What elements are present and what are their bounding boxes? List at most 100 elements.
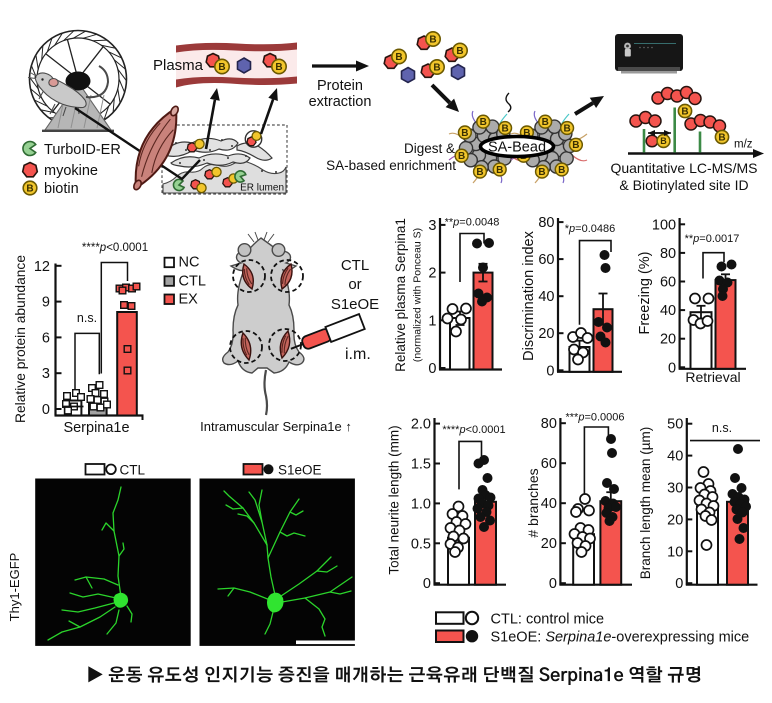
svg-text:or: or bbox=[348, 276, 361, 293]
svg-text:0: 0 bbox=[675, 576, 683, 592]
svg-text:80: 80 bbox=[538, 215, 554, 231]
svg-text:Relative plasma Serpina1: Relative plasma Serpina1 bbox=[393, 218, 408, 372]
svg-text:20: 20 bbox=[667, 512, 683, 528]
svg-text:B: B bbox=[26, 184, 33, 195]
svg-text:SA-Bead: SA-Bead bbox=[488, 140, 546, 156]
svg-text:Freezing (%): Freezing (%) bbox=[637, 252, 653, 335]
svg-text:n.s.: n.s. bbox=[712, 421, 732, 435]
svg-text:m/z: m/z bbox=[734, 139, 753, 151]
svg-text:40: 40 bbox=[541, 496, 557, 512]
svg-text:3: 3 bbox=[428, 218, 436, 234]
svg-text:***p=0.0006: ***p=0.0006 bbox=[565, 412, 624, 424]
svg-text:B: B bbox=[563, 124, 570, 135]
svg-text:EX: EX bbox=[179, 292, 199, 308]
svg-text:B: B bbox=[480, 117, 487, 128]
svg-text:CTL: CTL bbox=[341, 257, 369, 274]
svg-text:**p=0.0048: **p=0.0048 bbox=[445, 217, 500, 229]
svg-text:Quantitative LC-MS/MS: Quantitative LC-MS/MS bbox=[610, 160, 757, 176]
svg-text:Serpina1e: Serpina1e bbox=[63, 420, 129, 436]
svg-text:Thy1-EGFP: Thy1-EGFP bbox=[7, 553, 22, 622]
svg-text:Plasma: Plasma bbox=[153, 57, 204, 74]
svg-text:40: 40 bbox=[660, 303, 676, 319]
svg-text:1.0: 1.0 bbox=[411, 496, 431, 512]
svg-text:Branch length mean (µm): Branch length mean (µm) bbox=[638, 427, 653, 580]
svg-text:12: 12 bbox=[34, 259, 50, 275]
svg-text:9: 9 bbox=[42, 295, 50, 311]
svg-text:B: B bbox=[395, 52, 402, 63]
svg-text:Total neurite length (mm): Total neurite length (mm) bbox=[387, 425, 402, 574]
svg-text:i.m.: i.m. bbox=[345, 346, 371, 363]
svg-text:myokine: myokine bbox=[44, 163, 98, 179]
svg-text:1: 1 bbox=[428, 313, 436, 329]
svg-text:B: B bbox=[476, 167, 483, 178]
svg-text:0: 0 bbox=[549, 576, 557, 592]
svg-text:TurboID-ER: TurboID-ER bbox=[44, 142, 121, 158]
svg-text:biotin: biotin bbox=[44, 181, 79, 197]
svg-text:100: 100 bbox=[652, 217, 676, 233]
svg-text:B: B bbox=[538, 167, 545, 178]
svg-text:2: 2 bbox=[428, 266, 436, 282]
svg-text:B: B bbox=[501, 124, 508, 135]
svg-text:& Biotinylated site ID: & Biotinylated site ID bbox=[619, 177, 748, 193]
svg-text:3: 3 bbox=[42, 366, 50, 382]
svg-text:0: 0 bbox=[423, 576, 431, 592]
svg-text:Relative protein abundance: Relative protein abundance bbox=[13, 255, 28, 423]
svg-text:B: B bbox=[461, 128, 468, 139]
svg-text:B: B bbox=[523, 128, 530, 139]
svg-text:B: B bbox=[433, 63, 440, 74]
svg-text:50: 50 bbox=[667, 417, 683, 433]
svg-text:Discrimination index: Discrimination index bbox=[521, 230, 537, 360]
svg-text:40: 40 bbox=[538, 289, 554, 305]
svg-text:B: B bbox=[218, 62, 225, 73]
svg-text:**p=0.0017: **p=0.0017 bbox=[685, 233, 740, 245]
svg-text:60: 60 bbox=[538, 252, 554, 268]
svg-text:Intramuscular Serpina1e ↑: Intramuscular Serpina1e ↑ bbox=[200, 419, 352, 434]
svg-text:40: 40 bbox=[667, 449, 683, 465]
svg-text:2.0: 2.0 bbox=[411, 417, 431, 433]
svg-text:Digest &: Digest & bbox=[404, 141, 455, 156]
svg-text:B: B bbox=[275, 62, 282, 73]
svg-text:S1eOE: Serpina1e-overexpressin: S1eOE: Serpina1e-overexpressing mice bbox=[491, 630, 750, 646]
svg-text:60: 60 bbox=[541, 456, 557, 472]
svg-text:S1eOE: S1eOE bbox=[331, 296, 379, 313]
svg-text:Retrieval: Retrieval bbox=[685, 369, 740, 385]
svg-text:0: 0 bbox=[546, 363, 554, 379]
svg-text:CTL: control mice: CTL: control mice bbox=[491, 612, 605, 628]
svg-text:B: B bbox=[496, 165, 503, 176]
svg-text:80: 80 bbox=[660, 246, 676, 262]
svg-text:10: 10 bbox=[667, 544, 683, 560]
svg-text:1.5: 1.5 bbox=[411, 457, 431, 473]
svg-text:B: B bbox=[458, 151, 465, 162]
svg-text:****p<0.0001: ****p<0.0001 bbox=[442, 424, 505, 436]
svg-text:20: 20 bbox=[541, 536, 557, 552]
svg-text:*p=0.0486: *p=0.0486 bbox=[565, 223, 615, 235]
svg-text:0: 0 bbox=[42, 402, 50, 418]
svg-text:30: 30 bbox=[667, 481, 683, 497]
svg-text:B: B bbox=[572, 140, 579, 151]
svg-text:B: B bbox=[558, 165, 565, 176]
svg-text:60: 60 bbox=[660, 275, 676, 291]
svg-text:****p<0.0001: ****p<0.0001 bbox=[82, 242, 148, 254]
svg-text:S1eOE: S1eOE bbox=[278, 463, 322, 478]
svg-text:CTL: CTL bbox=[179, 273, 206, 289]
svg-text:(normalized with Ponceau S): (normalized with Ponceau S) bbox=[412, 228, 424, 362]
svg-text:0.5: 0.5 bbox=[411, 536, 431, 552]
svg-text:20: 20 bbox=[538, 326, 554, 342]
svg-text:B: B bbox=[681, 107, 688, 118]
svg-text:20: 20 bbox=[660, 332, 676, 348]
svg-text:B: B bbox=[542, 117, 549, 128]
svg-text:B: B bbox=[456, 46, 463, 57]
svg-text:0: 0 bbox=[668, 360, 676, 376]
svg-text:SA-based enrichment: SA-based enrichment bbox=[326, 158, 456, 173]
svg-text:NC: NC bbox=[179, 255, 200, 271]
svg-text:B: B bbox=[660, 136, 667, 146]
svg-text:extraction: extraction bbox=[309, 94, 372, 110]
svg-text:B: B bbox=[718, 133, 725, 144]
svg-text:Protein: Protein bbox=[317, 78, 363, 94]
svg-text:80: 80 bbox=[541, 416, 557, 432]
svg-text:B: B bbox=[429, 35, 436, 46]
svg-text:CTL: CTL bbox=[120, 463, 146, 478]
svg-text:n.s.: n.s. bbox=[77, 311, 97, 325]
svg-text:# branches: # branches bbox=[525, 468, 541, 537]
svg-text:ER lumen: ER lumen bbox=[240, 183, 284, 194]
